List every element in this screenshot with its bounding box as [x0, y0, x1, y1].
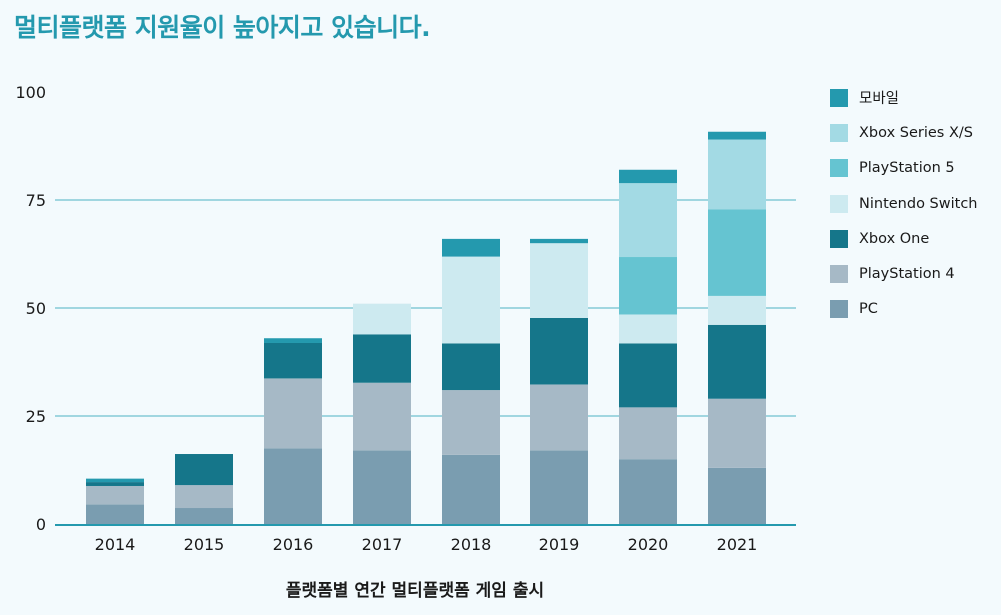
legend-item: 모바일 [830, 80, 1000, 115]
bar-segment [708, 324, 766, 399]
bar-segment [619, 169, 677, 184]
bar-segment [264, 338, 322, 343]
y-tick-label: 25 [26, 407, 46, 426]
bar-segment [708, 398, 766, 468]
y-tick-label: 50 [26, 299, 46, 318]
x-tick-label: 2021 [717, 535, 758, 554]
legend-label: PC [859, 301, 878, 318]
bar-segment [442, 454, 500, 524]
legend-label: Nintendo Switch [859, 195, 978, 212]
bar-segment [530, 384, 588, 451]
bar-segment [86, 482, 144, 486]
x-tick-label: 2019 [539, 535, 580, 554]
bar-segment [442, 343, 500, 391]
legend-item: PC [830, 292, 1000, 327]
y-tick-label: 100 [15, 83, 46, 102]
legend-swatch [830, 229, 848, 248]
chart-bars [55, 131, 796, 526]
bar-segment [175, 485, 233, 509]
bar-segment [619, 459, 677, 524]
x-tick-label: 2017 [362, 535, 403, 554]
legend-swatch [830, 159, 848, 178]
bar-segment [619, 343, 677, 408]
bar-segment [708, 131, 766, 140]
bar-segment [442, 256, 500, 344]
legend-swatch [830, 194, 848, 213]
y-tick-label: 0 [36, 515, 46, 534]
bar-segment [353, 450, 411, 524]
y-axis-ticks: 0 25 50 75 100 [15, 83, 46, 534]
bar-segment [708, 209, 766, 296]
bar-segment [442, 238, 500, 257]
bar-segment [442, 390, 500, 455]
legend-item: Nintendo Switch [830, 186, 1000, 221]
bar-segment [619, 257, 677, 315]
legend-label: 모바일 [859, 91, 900, 108]
bar-segment [353, 334, 411, 383]
bar-segment [530, 450, 588, 524]
bar-segment [86, 478, 144, 483]
x-tick-label: 2020 [628, 535, 669, 554]
legend-label: PlayStation 5 [859, 160, 955, 177]
legend-label: Xbox Series X/S [859, 124, 973, 141]
legend-swatch [830, 88, 848, 107]
bar-segment [708, 467, 766, 524]
legend-item: PlayStation 5 [830, 151, 1000, 186]
x-tick-label: 2016 [273, 535, 314, 554]
legend-swatch [830, 300, 848, 319]
legend-swatch [830, 265, 848, 284]
legend-item: Xbox Series X/S [830, 115, 1000, 150]
bar-segment [264, 342, 322, 379]
bar-segment [264, 378, 322, 449]
bar-segment [530, 317, 588, 385]
legend-item: Xbox One [830, 221, 1000, 256]
legend-label: Xbox One [859, 230, 930, 247]
bar-segment [264, 448, 322, 524]
x-tick-label: 2018 [451, 535, 492, 554]
bar-segment [353, 382, 411, 451]
chart-grid [55, 199, 796, 417]
x-tick-label: 2015 [184, 535, 225, 554]
x-axis-ticks: 2014 2015 2016 2017 2018 2019 2020 2021 [95, 535, 758, 554]
bar-segment [175, 454, 233, 486]
bar-segment [619, 314, 677, 344]
bar-segment [708, 295, 766, 325]
bar-segment [86, 485, 144, 505]
legend-swatch [830, 123, 848, 142]
page-title: 멀티플랫폼 지원율이 높아지고 있습니다. [14, 13, 431, 42]
bar-segment [530, 238, 588, 244]
x-axis-label: 플랫폼별 연간 멀티플랫폼 게임 출시 [286, 580, 544, 601]
bar-segment [619, 407, 677, 460]
bar-segment [619, 183, 677, 258]
x-tick-label: 2014 [95, 535, 136, 554]
bar-segment [530, 243, 588, 318]
chart-legend: 모바일 Xbox Series X/S PlayStation 5 Nintendo … [830, 80, 1000, 327]
y-tick-label: 75 [26, 191, 46, 210]
legend-item: PlayStation 4 [830, 256, 1000, 291]
bar-segment [708, 139, 766, 210]
bar-segment [175, 508, 233, 524]
bar-segment [353, 303, 411, 335]
bar-segment [86, 504, 144, 524]
legend-label: PlayStation 4 [859, 266, 955, 283]
